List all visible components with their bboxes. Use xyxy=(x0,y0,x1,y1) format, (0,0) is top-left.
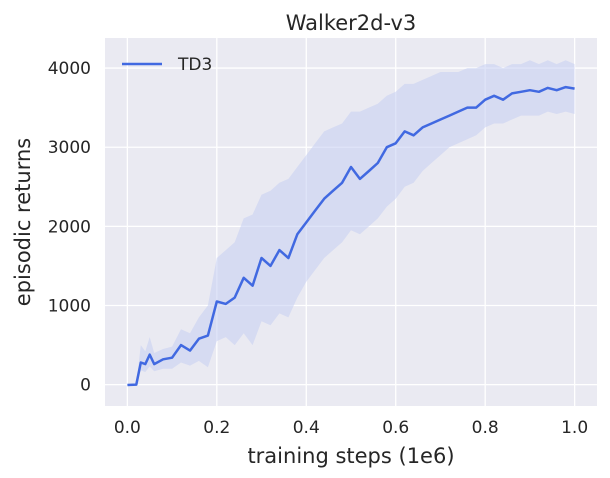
y-tick-label: 4000 xyxy=(48,59,91,79)
legend-label-td3: TD3 xyxy=(177,55,212,75)
x-tick-labels: 0.0 0.2 0.4 0.6 0.8 1.0 xyxy=(114,418,588,438)
legend: TD3 xyxy=(122,55,212,75)
confidence-band xyxy=(127,60,575,385)
y-tick-label: 0 xyxy=(80,376,91,396)
y-tick-labels: 0 1000 2000 3000 4000 xyxy=(48,59,91,396)
y-tick-label: 2000 xyxy=(48,217,91,237)
series-line-td3 xyxy=(127,85,575,387)
x-tick-label: 0.0 xyxy=(114,418,141,438)
x-tick-label: 0.8 xyxy=(472,418,499,438)
chart-title: Walker2d-v3 xyxy=(286,11,417,35)
x-tick-label: 0.2 xyxy=(203,418,230,438)
x-axis-label: training steps (1e6) xyxy=(247,444,454,468)
y-tick-label: 3000 xyxy=(48,138,91,158)
x-tick-label: 0.6 xyxy=(382,418,409,438)
x-tick-label: 1.0 xyxy=(561,418,588,438)
x-tick-label: 0.4 xyxy=(293,418,320,438)
y-axis-label: episodic returns xyxy=(11,138,35,306)
y-tick-label: 1000 xyxy=(48,296,91,316)
